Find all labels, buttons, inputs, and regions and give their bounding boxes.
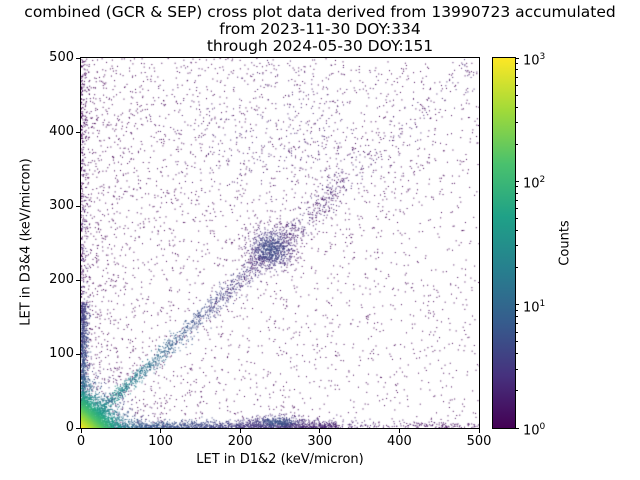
y-tick-mark <box>76 279 80 281</box>
colorbar-minor-tick-mark <box>515 353 518 355</box>
y-tick-mark <box>76 57 80 59</box>
y-tick-label: 400 <box>49 124 74 139</box>
colorbar-minor-tick-mark <box>515 208 518 210</box>
colorbar-minor-tick-mark <box>515 217 518 219</box>
colorbar-tick-label: 103 <box>523 52 546 69</box>
colorbar-minor-tick-mark <box>515 84 518 86</box>
colorbar-minor-tick-mark <box>515 186 518 188</box>
chart-title-line2: from 2023-11-30 DOY:334 <box>219 20 421 38</box>
x-tick-label: 300 <box>307 434 333 449</box>
y-tick-mark <box>76 427 80 429</box>
colorbar-tick-exponent: 1 <box>539 298 546 309</box>
plot-area <box>80 57 480 429</box>
colorbar-tick-label: 102 <box>523 175 546 192</box>
colorbar-minor-tick-mark <box>515 63 518 65</box>
colorbar-minor-tick-mark <box>515 121 518 123</box>
colorbar-minor-tick-mark <box>515 341 518 343</box>
colorbar-minor-tick-mark <box>515 245 518 247</box>
colorbar-tick-mark <box>515 180 519 182</box>
y-tick-label: 500 <box>49 50 74 65</box>
colorbar-tick-label: 101 <box>523 298 546 315</box>
colorbar-minor-tick-mark <box>515 69 518 71</box>
y-tick-label: 200 <box>49 272 74 287</box>
colorbar-tick-label: 100 <box>523 422 546 439</box>
colorbar-tick-exponent: 2 <box>539 175 546 186</box>
colorbar-tick-mark <box>515 427 519 429</box>
x-tick-label: 100 <box>148 434 174 449</box>
colorbar <box>492 57 516 429</box>
colorbar-minor-tick-mark <box>515 368 518 370</box>
y-tick-label: 300 <box>49 198 74 213</box>
colorbar-minor-tick-mark <box>515 143 518 145</box>
chart-title-line3: through 2024-05-30 DOY:151 <box>206 37 434 55</box>
scatter-canvas <box>81 58 479 428</box>
colorbar-minor-tick-mark <box>515 229 518 231</box>
colorbar-tick-exponent: 0 <box>539 422 546 432</box>
colorbar-minor-tick-mark <box>515 199 518 201</box>
y-tick-mark <box>76 353 80 355</box>
colorbar-label: Counts <box>557 220 573 266</box>
x-tick-mark <box>319 429 321 433</box>
colorbar-minor-tick-mark <box>515 106 518 108</box>
colorbar-minor-tick-mark <box>515 331 518 333</box>
x-tick-label: 400 <box>386 434 412 449</box>
x-tick-label: 200 <box>227 434 253 449</box>
y-tick-label: 0 <box>65 420 74 435</box>
y-axis-label: LET in D3&4 (keV/micron) <box>18 158 34 326</box>
colorbar-minor-tick-mark <box>515 267 518 269</box>
colorbar-minor-tick-mark <box>515 390 518 392</box>
x-axis-label: LET in D1&2 (keV/micron) <box>196 452 364 467</box>
colorbar-minor-tick-mark <box>515 192 518 194</box>
x-tick-label: 500 <box>466 434 492 449</box>
colorbar-tick-mark <box>515 304 519 306</box>
x-tick-mark <box>160 429 162 433</box>
colorbar-minor-tick-mark <box>515 309 518 311</box>
colorbar-tick-exponent: 3 <box>539 52 546 62</box>
colorbar-tick-mark <box>515 57 519 59</box>
x-tick-label: 0 <box>76 434 86 449</box>
chart-title: combined (GCR & SEP) cross plot data der… <box>0 4 640 55</box>
y-tick-mark <box>76 205 80 207</box>
x-tick-mark <box>478 429 480 433</box>
colorbar-minor-tick-mark <box>515 316 518 318</box>
x-tick-mark <box>398 429 400 433</box>
x-tick-mark <box>239 429 241 433</box>
colorbar-minor-tick-mark <box>515 94 518 96</box>
colorbar-minor-tick-mark <box>515 76 518 78</box>
y-tick-mark <box>76 131 80 133</box>
x-tick-mark <box>80 429 82 433</box>
y-tick-label: 100 <box>49 346 74 361</box>
chart-title-line1: combined (GCR & SEP) cross plot data der… <box>24 3 616 21</box>
colorbar-minor-tick-mark <box>515 323 518 325</box>
